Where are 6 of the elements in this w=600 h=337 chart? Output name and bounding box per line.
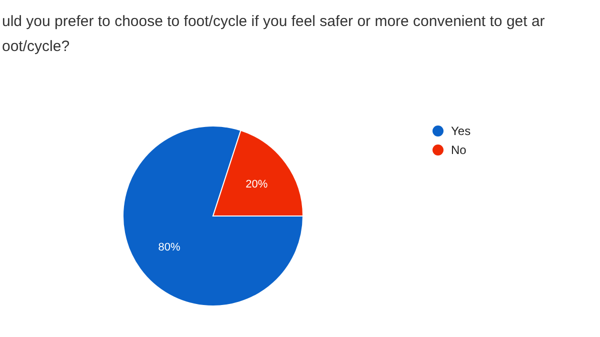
chart-title: uld you prefer to choose to foot/cycle if you feel safer or more convenient to get ar oot/cycle? [2, 13, 545, 55]
pie-slice [122, 126, 304, 306]
legend-label: No [451, 143, 467, 157]
data-label: 20% [246, 178, 268, 190]
legend-label: Yes [451, 124, 471, 138]
data-label: 80% [158, 242, 181, 254]
